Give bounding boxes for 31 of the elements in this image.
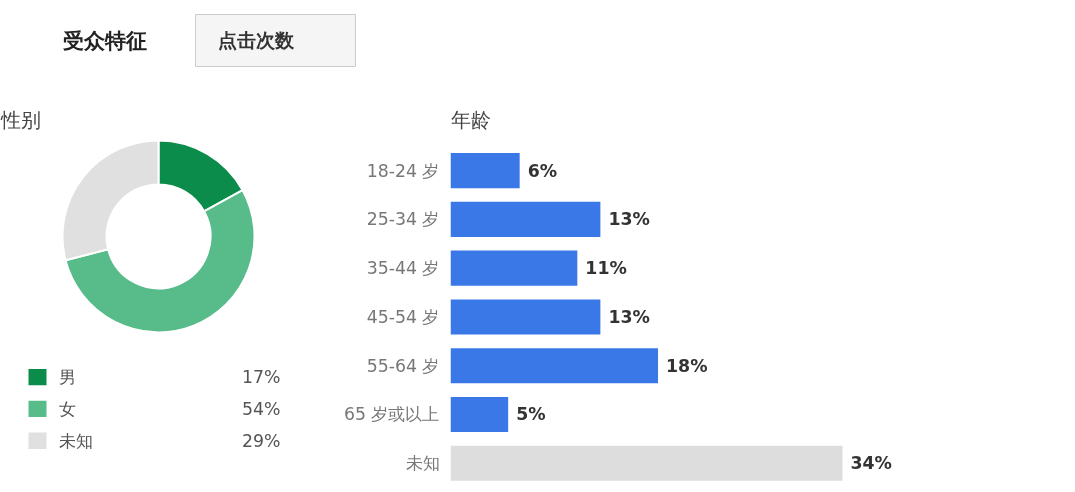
data-label: 6% (527, 160, 558, 181)
bar (450, 201, 601, 237)
text: 受众特征 (62, 28, 147, 53)
y-tick-label: 65 岁或以上 (343, 404, 440, 425)
bar (450, 396, 509, 433)
data-label: 13% (608, 306, 650, 327)
text: 点击次数 (217, 30, 295, 51)
data-label: 11% (585, 258, 627, 279)
data-label: 34% (850, 453, 892, 474)
data-label: 54% (241, 398, 281, 419)
chart-title: 年龄 (450, 107, 491, 132)
bar (450, 348, 659, 384)
legend-label: 未知 (58, 430, 93, 451)
bar (450, 153, 520, 189)
y-tick-label: 未知 (405, 453, 440, 474)
chart-title: 性别 (0, 107, 41, 132)
data-label: 5% (516, 404, 546, 425)
bar (450, 250, 578, 286)
data-label: 29% (241, 430, 281, 451)
data-label: 13% (608, 209, 650, 230)
legend-label: 男 (58, 367, 76, 388)
data-label: 17% (241, 367, 281, 388)
bar (450, 445, 843, 481)
y-tick-label: 25-34 岁 (366, 209, 440, 230)
y-tick-label: 45-54 岁 (366, 306, 440, 327)
bar (450, 299, 601, 335)
legend-label: 女 (58, 398, 76, 419)
y-tick-label: 55-64 岁 (366, 355, 440, 376)
data-label: 18% (666, 355, 708, 376)
y-tick-label: 18-24 岁 (366, 160, 440, 181)
y-tick-label: 35-44 岁 (366, 258, 440, 279)
